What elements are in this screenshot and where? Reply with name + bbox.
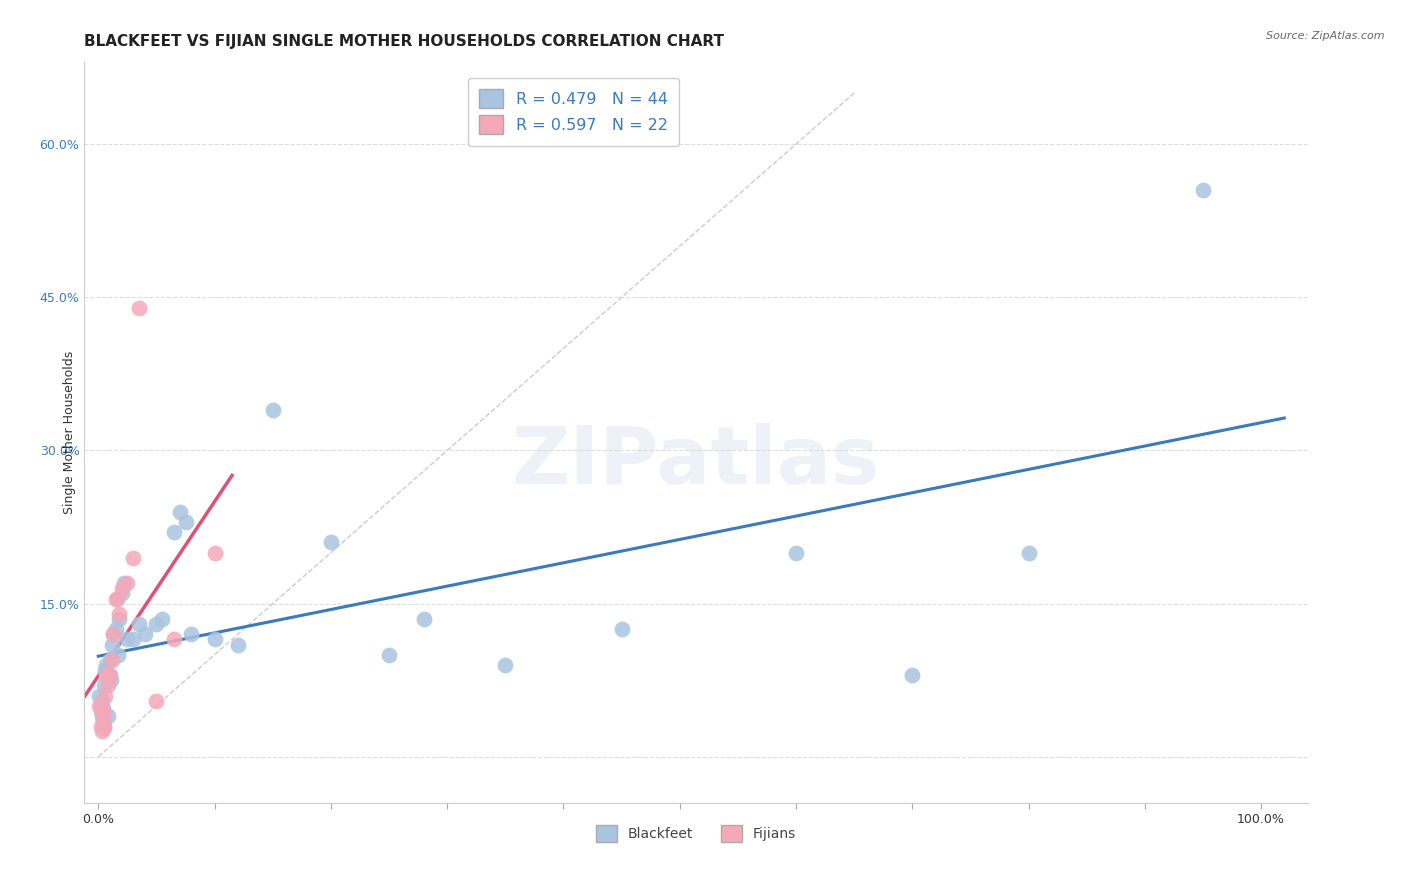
Point: [91, 714, 114, 728]
Point: [262, 402, 284, 417]
Point: [117, 632, 139, 647]
Point: [100, 673, 122, 688]
Point: [204, 632, 226, 647]
Point: [90, 724, 112, 739]
Point: [494, 657, 516, 672]
Point: [117, 576, 139, 591]
Point: [93, 678, 115, 692]
Point: [319, 535, 342, 549]
Point: [901, 668, 924, 682]
Point: [169, 505, 191, 519]
Point: [145, 617, 167, 632]
Point: [103, 627, 125, 641]
Point: [180, 627, 202, 641]
Text: Source: ZipAtlas.com: Source: ZipAtlas.com: [1267, 31, 1385, 41]
Point: [134, 627, 156, 641]
Point: [104, 622, 127, 636]
Point: [128, 617, 150, 632]
Point: [610, 622, 633, 636]
Point: [145, 694, 167, 708]
Point: [103, 627, 125, 641]
Point: [1192, 183, 1215, 197]
Point: [163, 525, 186, 540]
Point: [163, 632, 186, 647]
Point: [93, 719, 115, 733]
Point: [94, 663, 117, 677]
Text: BLACKFEET VS FIJIAN SINGLE MOTHER HOUSEHOLDS CORRELATION CHART: BLACKFEET VS FIJIAN SINGLE MOTHER HOUSEH…: [84, 34, 724, 49]
Point: [97, 678, 120, 692]
Point: [128, 301, 150, 315]
Point: [785, 546, 807, 560]
Point: [122, 550, 145, 565]
Point: [108, 612, 131, 626]
Point: [105, 591, 128, 606]
Point: [101, 638, 124, 652]
Point: [104, 591, 127, 606]
Point: [110, 586, 132, 600]
Text: ZIPatlas: ZIPatlas: [512, 423, 880, 501]
Point: [150, 612, 173, 626]
Point: [1018, 546, 1040, 560]
Point: [226, 638, 249, 652]
Legend: Blackfeet, Fijians: Blackfeet, Fijians: [591, 820, 801, 847]
Point: [89, 689, 111, 703]
Point: [91, 701, 114, 715]
Point: [91, 711, 114, 725]
Point: [204, 546, 226, 560]
Point: [378, 648, 401, 662]
Point: [90, 704, 112, 718]
Point: [174, 515, 197, 529]
Point: [122, 632, 145, 647]
Point: [101, 653, 124, 667]
Point: [107, 648, 129, 662]
Point: [90, 719, 112, 733]
Point: [412, 612, 434, 626]
Point: [96, 668, 118, 682]
Point: [96, 657, 118, 672]
Point: [98, 668, 121, 682]
Point: [97, 709, 120, 723]
Point: [97, 668, 120, 682]
Point: [94, 689, 117, 703]
Point: [91, 704, 114, 718]
Point: [93, 721, 115, 735]
Point: [90, 694, 112, 708]
Point: [108, 607, 131, 621]
Point: [90, 709, 112, 723]
Point: [89, 698, 111, 713]
Point: [112, 576, 135, 591]
Point: [110, 582, 132, 596]
Point: [90, 698, 112, 713]
Y-axis label: Single Mother Households: Single Mother Households: [63, 351, 76, 515]
Point: [98, 653, 121, 667]
